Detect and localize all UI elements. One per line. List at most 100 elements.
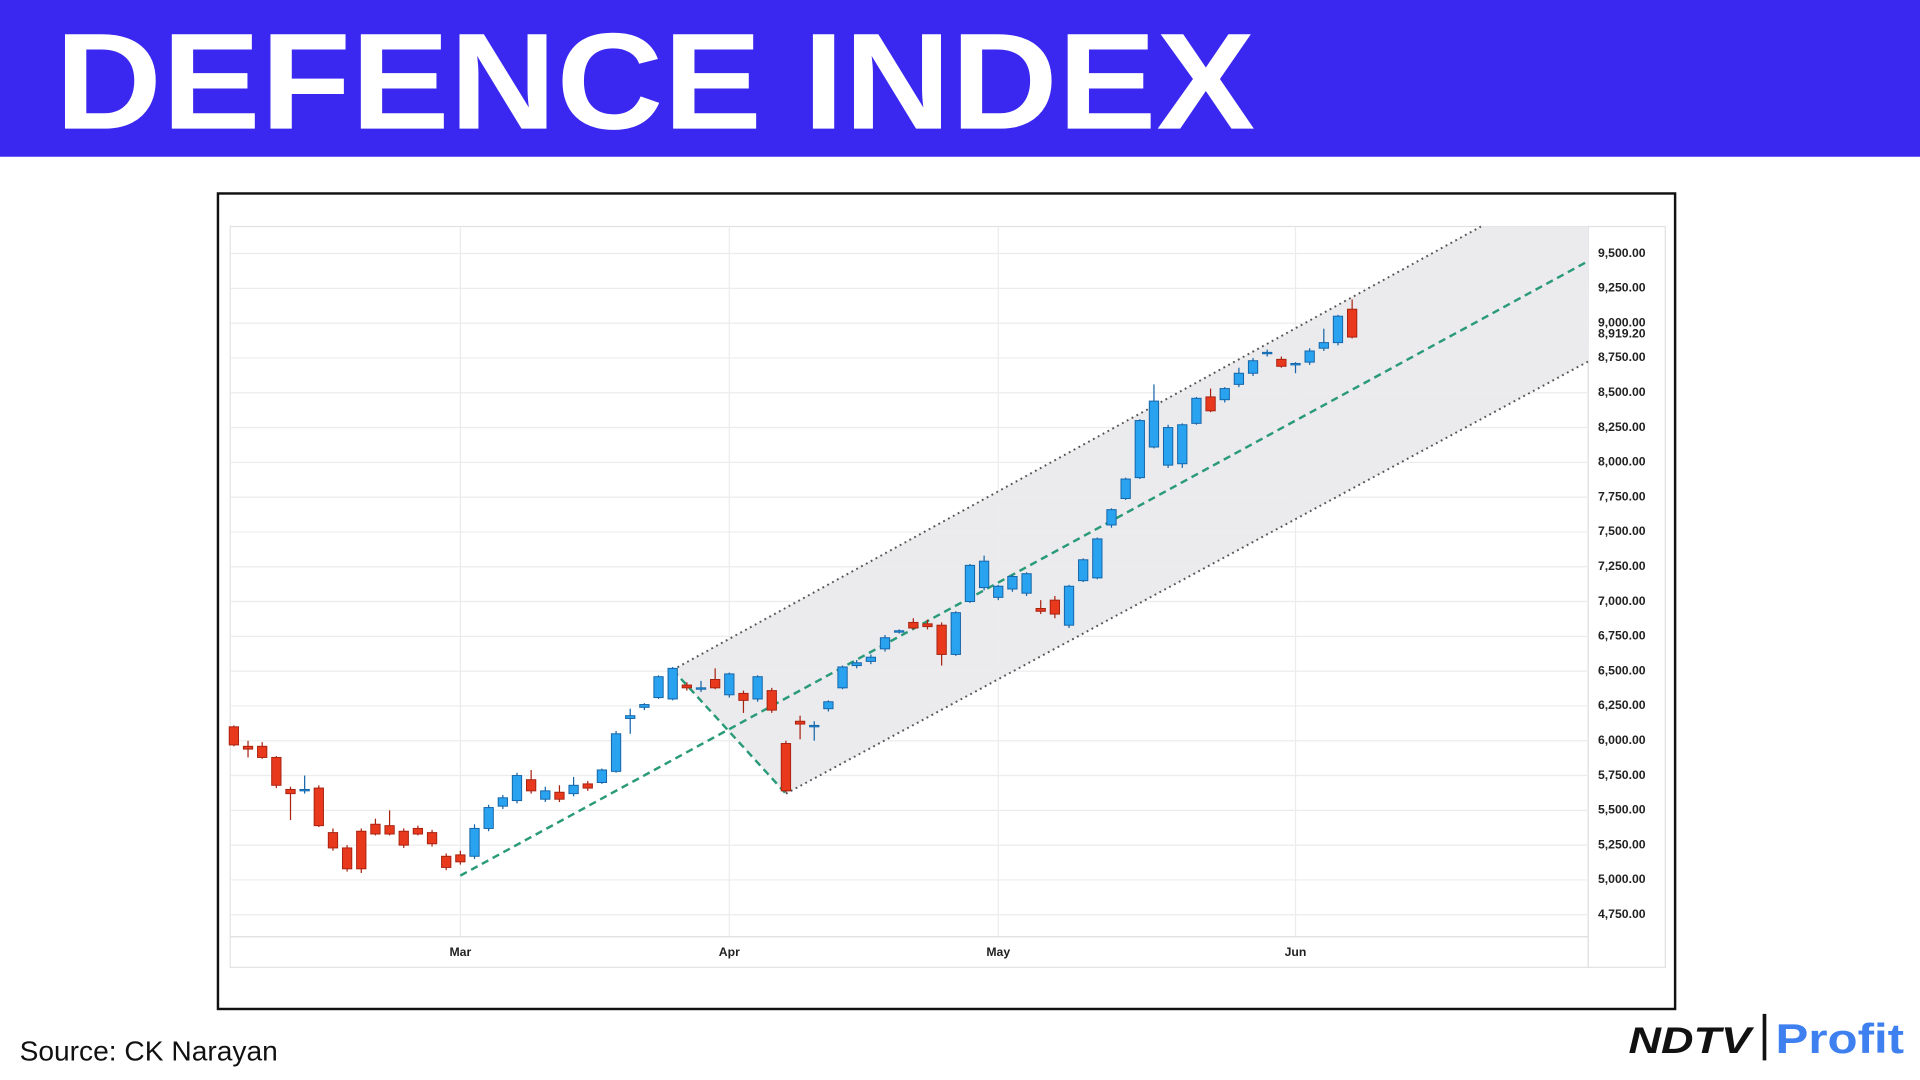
candle-body: [908, 621, 919, 629]
y-tick-label: 4,750.00: [1598, 907, 1646, 921]
trend-line: [671, 668, 787, 795]
candle-body: [469, 827, 480, 857]
candle-body: [497, 797, 508, 807]
y-tick-label: 8,750.00: [1598, 350, 1646, 364]
candle-body: [1346, 308, 1358, 338]
candle-body: [441, 855, 452, 868]
candle-body: [341, 847, 353, 870]
candle-body: [823, 701, 834, 710]
candle-body: [554, 791, 565, 800]
y-tick-label: 9,000.00: [1598, 315, 1646, 329]
candle-body: [695, 687, 707, 690]
candle-body: [525, 779, 537, 792]
candle-body: [483, 807, 494, 829]
header-title: DEFENCE INDEX: [55, 6, 1255, 159]
x-tick-label: May: [986, 945, 1010, 959]
candle-body: [851, 662, 862, 667]
candle-body: [653, 676, 664, 699]
candle-body: [370, 823, 381, 835]
candle-body: [738, 692, 749, 701]
candle-body: [568, 784, 579, 795]
candle-body: [794, 720, 806, 725]
candle-body: [242, 745, 254, 750]
y-tick-label: 6,000.00: [1598, 733, 1646, 747]
candle-body: [455, 854, 466, 863]
candle-body: [879, 637, 891, 650]
candle-body: [596, 769, 608, 783]
candle-body: [639, 704, 650, 708]
y-tick-label: 9,500.00: [1598, 246, 1646, 260]
y-tick-label: 6,250.00: [1598, 698, 1646, 712]
y-tick-label: 8,000.00: [1598, 455, 1646, 469]
candle-body: [752, 676, 763, 700]
y-tick-label: 6,750.00: [1598, 629, 1646, 643]
y-tick-label: 8,500.00: [1598, 385, 1646, 399]
candle-body: [1106, 509, 1117, 526]
candle-body: [780, 743, 792, 792]
candle-body: [1247, 360, 1259, 374]
candle-body: [1049, 599, 1061, 615]
candle-body: [327, 832, 339, 849]
candle-body: [257, 745, 268, 758]
candle-body: [299, 788, 310, 792]
x-tick-label: Apr: [719, 945, 740, 959]
candle-body: [285, 788, 296, 795]
y-tick-label: 5,250.00: [1598, 837, 1646, 851]
x-tick-label: Jun: [1285, 945, 1307, 959]
candle-body: [667, 667, 678, 700]
candle-body: [1262, 351, 1273, 355]
candle-body: [978, 560, 990, 589]
candle-body: [1021, 573, 1032, 594]
y-tick-label: 5,000.00: [1598, 872, 1646, 886]
y-tick-label: 5,500.00: [1598, 803, 1646, 817]
header-band: [0, 0, 1920, 157]
x-tick-label: Mar: [449, 945, 471, 959]
y-tick-label: 6,500.00: [1598, 663, 1646, 677]
candle-body: [426, 832, 438, 845]
candle-body: [610, 733, 622, 772]
candle-body: [228, 726, 240, 746]
candle-body: [993, 585, 1004, 598]
y-tick-label: 5,750.00: [1598, 768, 1646, 782]
candle-body: [1092, 538, 1103, 579]
candle-body: [1219, 388, 1230, 401]
candle-body: [894, 630, 905, 633]
candle-body: [625, 715, 636, 719]
candle-body: [412, 827, 424, 835]
candle-body: [1191, 397, 1202, 424]
candle-body: [384, 825, 395, 835]
candle-body: [356, 830, 367, 870]
candle-body: [1063, 585, 1075, 626]
candle-body: [1007, 575, 1018, 590]
trend-line: [459, 259, 1590, 877]
candle-body: [922, 623, 933, 628]
candle-body: [1078, 559, 1089, 582]
y-tick-label: 8,250.00: [1598, 420, 1646, 434]
last-price-label: 8,919.20: [1598, 327, 1646, 341]
logo-right: Profit: [1776, 1015, 1905, 1062]
candle-body: [1233, 372, 1245, 385]
candle-body: [1148, 400, 1160, 448]
source-note: Source: CK Narayan: [20, 1035, 278, 1066]
candle-body: [271, 756, 282, 786]
candle-body: [964, 564, 976, 603]
candle-body: [681, 684, 692, 689]
y-tick-label: 7,500.00: [1598, 524, 1646, 538]
candle-body: [710, 679, 721, 689]
candle-body: [865, 656, 877, 662]
logo-left: NDTV: [1629, 1020, 1756, 1061]
candle-body: [1134, 420, 1145, 479]
y-tick-label: 7,250.00: [1598, 559, 1646, 573]
candle-body: [766, 690, 777, 711]
candle-body: [1177, 424, 1188, 465]
candle-body: [1205, 396, 1216, 412]
candle-body: [1290, 363, 1301, 366]
candle-body: [1035, 608, 1046, 612]
candle-body: [511, 775, 523, 802]
y-tick-label: 9,250.00: [1598, 281, 1646, 295]
candle-body: [398, 830, 409, 846]
candle-body: [936, 624, 947, 655]
candle-body: [950, 612, 961, 655]
